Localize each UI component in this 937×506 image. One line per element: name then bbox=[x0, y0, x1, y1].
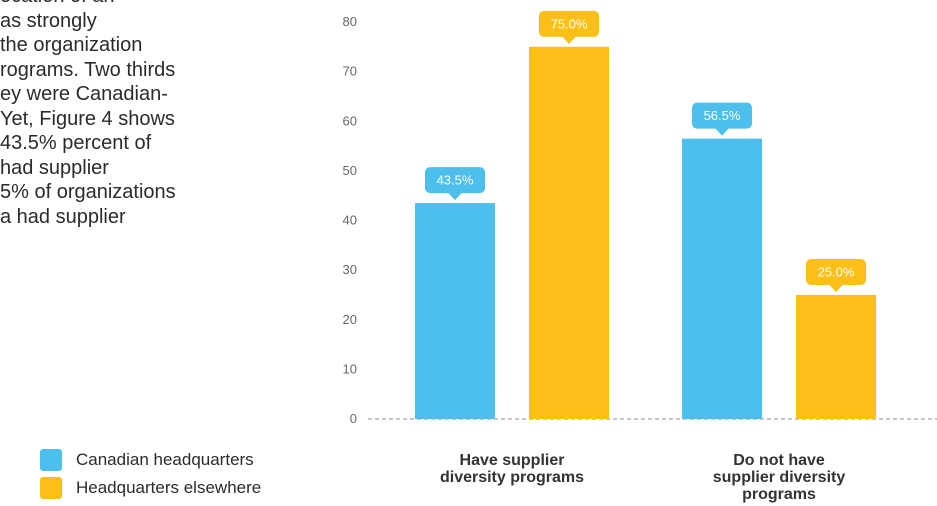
category-label: supplier diversity bbox=[713, 469, 846, 486]
legend-item-canadian: Canadian headquarters bbox=[40, 446, 261, 474]
data-label-box bbox=[806, 258, 866, 285]
data-label-box bbox=[425, 167, 485, 194]
y-tick-label: 0 bbox=[350, 411, 357, 426]
bar-elsewhere bbox=[796, 294, 876, 419]
data-label-pointer bbox=[715, 128, 729, 136]
body-text: ocation of an as strongly the organizati… bbox=[0, 0, 290, 229]
body-text-line: ocation of an bbox=[0, 0, 290, 9]
data-label-pointer bbox=[448, 192, 462, 201]
legend-label: Headquarters elsewhere bbox=[76, 478, 262, 497]
y-tick-label: 30 bbox=[343, 262, 357, 277]
y-tick-label: 50 bbox=[343, 163, 357, 178]
data-label-pointer bbox=[829, 284, 843, 292]
body-text-line: the organization bbox=[0, 34, 143, 56]
data-label-box bbox=[692, 102, 752, 129]
bar-canadian bbox=[415, 203, 495, 419]
legend-label: Canadian headquarters bbox=[76, 450, 254, 469]
bar-elsewhere bbox=[529, 46, 609, 419]
data-label: 75.0% bbox=[551, 16, 588, 31]
data-label-pointer bbox=[562, 36, 576, 44]
data-label-box bbox=[539, 10, 599, 37]
y-tick-label: 60 bbox=[343, 113, 357, 128]
legend-item-elsewhere: Headquarters elsewhere bbox=[40, 474, 261, 502]
body-text-line: Yet, Figure 4 shows bbox=[0, 107, 175, 130]
legend-swatch-canadian bbox=[40, 449, 62, 471]
chart-legend: Canadian headquarters Headquarters elsew… bbox=[40, 446, 261, 502]
data-label: 43.5% bbox=[437, 173, 474, 188]
y-tick-label: 20 bbox=[343, 312, 357, 327]
category-label: programs bbox=[742, 486, 816, 503]
data-label: 25.0% bbox=[818, 264, 855, 279]
category-label: Have supplier bbox=[460, 452, 565, 469]
legend-swatch-elsewhere bbox=[40, 477, 62, 499]
body-text-line: ey were Canadian- bbox=[0, 83, 168, 105]
body-text-line: as strongly bbox=[0, 9, 97, 32]
category-label: diversity programs bbox=[440, 469, 584, 486]
data-label: 56.5% bbox=[704, 108, 741, 123]
body-text-line: 43.5% percent of bbox=[0, 132, 152, 154]
body-text-line: 5% of organizations bbox=[0, 181, 176, 203]
y-tick-label: 40 bbox=[343, 213, 357, 228]
y-tick-label: 80 bbox=[343, 14, 357, 29]
bar-canadian bbox=[682, 138, 762, 419]
y-tick-label: 70 bbox=[343, 64, 357, 79]
body-text-line: a had supplier bbox=[0, 205, 126, 228]
body-text-line: rograms. Two thirds bbox=[0, 58, 176, 81]
y-tick-label: 10 bbox=[343, 361, 357, 376]
category-label: Do not have bbox=[733, 452, 825, 469]
body-text-line: had supplier bbox=[0, 156, 109, 179]
